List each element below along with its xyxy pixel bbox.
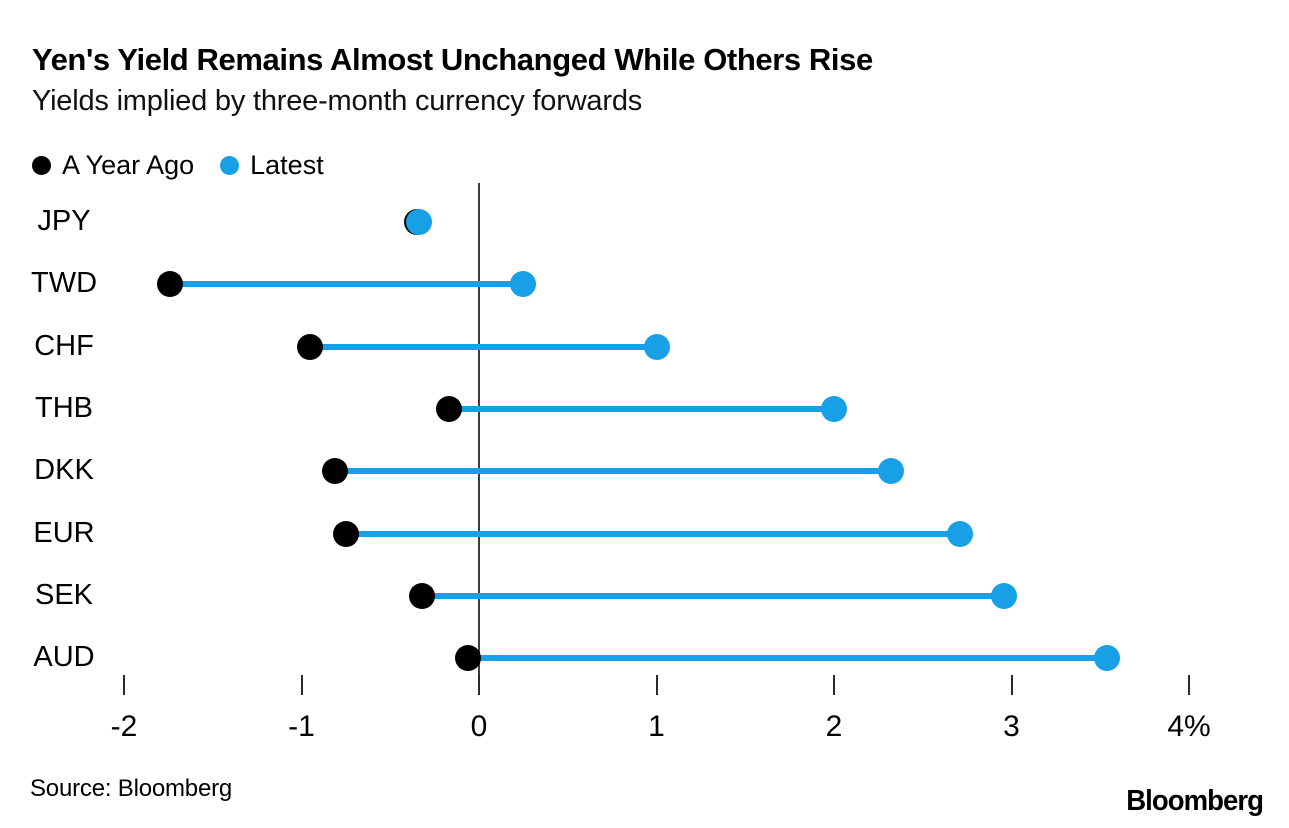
connector-dkk: [335, 468, 891, 475]
x-tick--1: [300, 675, 303, 695]
x-tick-label-3: 3: [1003, 710, 1020, 743]
category-label-thb: THB: [35, 391, 93, 424]
category-label-sek: SEK: [34, 578, 94, 611]
x-tick-label--2: -2: [110, 710, 138, 743]
connector-eur: [345, 530, 961, 537]
x-tick-3: [1010, 675, 1013, 695]
x-tick-1: [655, 675, 658, 695]
connector-sek: [422, 592, 1005, 599]
latest-dot-eur: [947, 520, 974, 547]
latest-dot-icon: [220, 156, 240, 175]
year-ago-dot-icon: [32, 156, 51, 175]
x-tick-label-4%: 4%: [1167, 710, 1211, 743]
legend-item-latest: Latest: [220, 150, 324, 181]
category-label-aud: AUD: [33, 641, 95, 674]
x-tick--2: [123, 675, 125, 695]
latest-dot-twd: [510, 271, 537, 298]
x-tick-4%: [1188, 675, 1190, 695]
legend-label-latest: Latest: [250, 150, 324, 180]
x-tick-2: [833, 675, 835, 695]
source-note: Source: Bloomberg: [30, 775, 233, 802]
category-label-chf: CHF: [34, 329, 94, 362]
year-ago-dot-dkk: [322, 458, 349, 485]
category-label-eur: EUR: [33, 516, 95, 549]
year-ago-dot-chf: [297, 333, 324, 360]
category-label-dkk: DKK: [34, 454, 94, 487]
chart-subtitle: Yields implied by three-month currency f…: [32, 85, 643, 117]
year-ago-dot-eur: [332, 520, 359, 547]
latest-dot-jpy: [405, 209, 432, 235]
category-label-jpy: JPY: [37, 205, 91, 237]
connector-twd: [170, 281, 524, 288]
connector-thb: [448, 405, 834, 412]
connector-chf: [310, 343, 657, 350]
year-ago-dot-thb: [435, 395, 462, 422]
bloomberg-logo: Bloomberg: [1126, 785, 1264, 817]
x-tick-0: [478, 675, 480, 695]
legend-item-year-ago: A Year Ago: [32, 150, 194, 181]
latest-dot-chf: [643, 333, 670, 360]
year-ago-dot-sek: [409, 582, 436, 609]
chart-title: Yen's Yield Remains Almost Unchanged Whi…: [32, 42, 873, 77]
zero-axis-line: [478, 183, 480, 693]
legend: A Year Ago Latest: [32, 150, 324, 181]
x-tick-label-2: 2: [825, 710, 843, 743]
latest-dot-aud: [1094, 645, 1121, 672]
latest-dot-dkk: [877, 458, 904, 485]
connector-aud: [468, 655, 1108, 662]
x-tick-label--1: -1: [288, 710, 315, 743]
latest-dot-sek: [991, 582, 1018, 609]
legend-label-year-ago: A Year Ago: [62, 150, 195, 180]
year-ago-dot-twd: [157, 271, 184, 298]
x-tick-label-1: 1: [648, 710, 665, 743]
year-ago-dot-aud: [455, 645, 482, 672]
latest-dot-thb: [821, 395, 847, 422]
category-label-twd: TWD: [30, 267, 98, 300]
x-tick-label-0: 0: [470, 710, 488, 743]
